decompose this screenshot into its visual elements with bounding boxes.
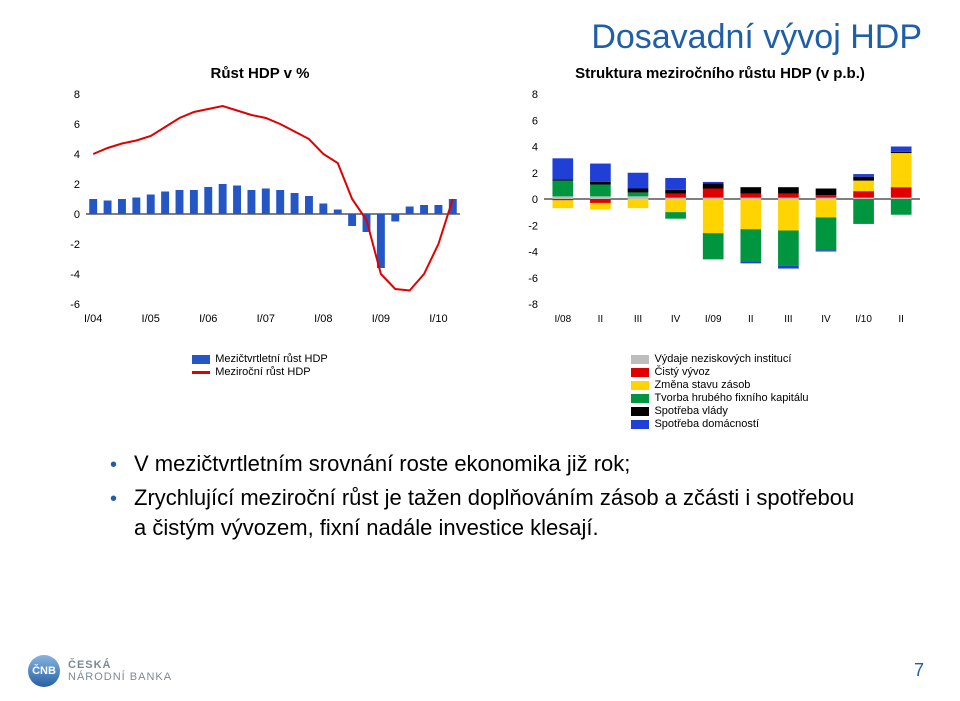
svg-text:I/09: I/09	[705, 314, 722, 325]
svg-text:IV: IV	[671, 314, 681, 325]
bullet-1: •V mezičtvrtletním srovnání roste ekonom…	[110, 449, 910, 479]
chart-right-svg: -8-6-4-202468I/08IIIIIIVI/09IIIIIIVI/10I…	[510, 88, 930, 348]
svg-text:-2: -2	[70, 239, 80, 251]
chart-right-legend: Výdaje neziskových institucíČistý vývozZ…	[631, 352, 808, 431]
svg-text:6: 6	[532, 115, 538, 127]
svg-text:I/10: I/10	[855, 314, 872, 325]
svg-text:I/08: I/08	[554, 314, 571, 325]
svg-text:IV: IV	[821, 314, 831, 325]
svg-text:-6: -6	[70, 299, 80, 311]
chart-right-title: Struktura meziročního růstu HDP (v p.b.)	[510, 65, 930, 82]
chart-right: Struktura meziročního růstu HDP (v p.b.)…	[510, 65, 930, 431]
svg-text:4: 4	[74, 149, 80, 161]
footer-logo: ČNB ČESKÁNÁRODNÍ BANKA	[28, 655, 172, 687]
bullet-list: •V mezičtvrtletním srovnání roste ekonom…	[110, 449, 910, 542]
chart-left-title: Růst HDP v %	[50, 65, 470, 82]
svg-text:0: 0	[532, 194, 538, 206]
cnb-logo-text: ČESKÁNÁRODNÍ BANKA	[68, 659, 172, 683]
bullet-2: •Zrychlující meziroční růst je tažen dop…	[110, 483, 910, 542]
chart-left-svg: -6 -4 -2 0 2 4 6 8 I/04 I/05 I/06 I/07 I/08 I/09 I/10	[50, 88, 470, 348]
svg-text:-4: -4	[70, 269, 80, 281]
svg-text:-4: -4	[528, 247, 538, 259]
svg-text:I/08: I/08	[314, 313, 332, 325]
svg-text:I/09: I/09	[372, 313, 390, 325]
svg-text:6: 6	[74, 119, 80, 131]
svg-text:I/04: I/04	[84, 313, 102, 325]
svg-text:-6: -6	[528, 273, 538, 285]
page-number: 7	[914, 660, 924, 681]
svg-text:0: 0	[74, 209, 80, 221]
page-title: Dosavadní vývoj HDP	[0, 0, 960, 57]
svg-text:II: II	[598, 314, 604, 325]
svg-text:8: 8	[74, 89, 80, 101]
svg-text:III: III	[784, 314, 792, 325]
svg-text:I/06: I/06	[199, 313, 217, 325]
svg-text:II: II	[898, 314, 904, 325]
chart-left: Růst HDP v % -6 -4 -2 0 2 4 6 8 I/04 I/05 I/06 I/07…	[50, 65, 470, 431]
svg-text:III: III	[634, 314, 642, 325]
charts-row: Růst HDP v % -6 -4 -2 0 2 4 6 8 I/04 I/05 I/06 I/07…	[0, 57, 960, 431]
svg-text:II: II	[748, 314, 754, 325]
svg-text:I/05: I/05	[142, 313, 160, 325]
svg-text:2: 2	[74, 179, 80, 191]
svg-text:I/10: I/10	[429, 313, 447, 325]
svg-text:8: 8	[532, 89, 538, 101]
svg-text:-2: -2	[528, 220, 538, 232]
chart-left-legend: Mezičtvrtletní růst HDPMeziroční růst HD…	[192, 352, 327, 379]
svg-text:2: 2	[532, 168, 538, 180]
svg-text:4: 4	[532, 142, 538, 154]
cnb-logo-icon: ČNB	[28, 655, 60, 687]
svg-text:-8: -8	[528, 299, 538, 311]
svg-text:I/07: I/07	[257, 313, 275, 325]
